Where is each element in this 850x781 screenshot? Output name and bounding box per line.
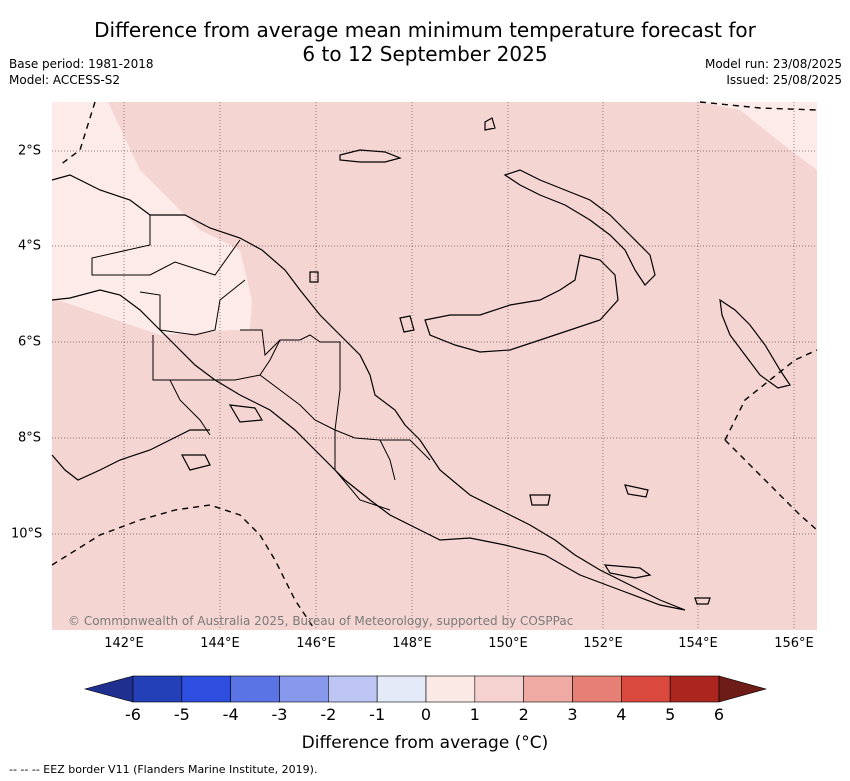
colorbar-tick-label: 2 (518, 705, 529, 724)
colorbar-tick-label: -1 (369, 705, 386, 724)
colorbar-segment (572, 675, 622, 703)
anomaly-shading-light-west (52, 102, 252, 335)
colorbar-segment (474, 675, 524, 703)
colorbar-tick-label: -4 (222, 705, 239, 724)
colorbar-tick-label: -5 (173, 705, 190, 724)
colorbar-segment (279, 675, 329, 703)
colorbar-tick-label: -3 (271, 705, 288, 724)
eez-borders (51, 101, 818, 631)
colorbar-extend-low (83, 675, 134, 703)
anomaly-shading-main (52, 102, 817, 630)
colorbar-segment (523, 675, 573, 703)
graticule (52, 102, 817, 630)
lat-label-6s: 6°S (18, 334, 42, 350)
lat-label-10s: 10°S (11, 526, 43, 542)
lon-label-152: 152°E (583, 636, 623, 651)
colorbar-tick-label: 4 (616, 705, 627, 724)
colorbar-tick-label: 3 (567, 705, 578, 724)
lon-label-156: 156°E (774, 636, 814, 651)
colorbar-tick-label: 1 (469, 705, 480, 724)
lat-label-2s: 2°S (18, 143, 42, 159)
colorbar-segment (621, 675, 671, 703)
lon-label-146: 146°E (296, 636, 336, 651)
colorbar-segments (83, 675, 768, 703)
colorbar-segment (669, 675, 720, 703)
colorbar-segment (230, 675, 280, 703)
map-title: Difference from average mean minimum tem… (0, 18, 850, 66)
issued-date: Issued: 25/08/2025 (726, 73, 842, 87)
lat-label-4s: 4°S (18, 238, 42, 254)
lon-label-154: 154°E (678, 636, 718, 651)
colorbar-segment (425, 675, 476, 703)
meta-right: Model run: 23/08/2025 Issued: 25/08/2025 (705, 56, 842, 88)
colorbar-segment (328, 675, 378, 703)
lat-label-8s: 8°S (18, 430, 42, 446)
colorbar-extend-high (718, 675, 768, 703)
colorbar-tick-label: -6 (125, 705, 141, 724)
colorbar-tick-label: 0 (420, 705, 432, 724)
colorbar-segment (376, 675, 427, 703)
lon-label-144: 144°E (200, 636, 240, 651)
colorbar-tick-label: -2 (320, 705, 337, 724)
colorbar-tick-label: 5 (665, 705, 676, 724)
eez-footnote: -- -- -- EEZ border V11 (Flanders Marine… (9, 763, 318, 776)
colorbar-tick-label: 6 (713, 705, 725, 724)
copyright-text: © Commonwealth of Australia 2025, Bureau… (68, 614, 574, 628)
model-name: Model: ACCESS-S2 (9, 73, 121, 87)
province-borders (91, 215, 431, 511)
colorbar-segment (132, 675, 183, 703)
anomaly-shading-light-northeast (700, 102, 817, 170)
lon-label-142: 142°E (104, 636, 144, 651)
meta-left: Base period: 1981-2018 Model: ACCESS-S2 (9, 56, 154, 88)
title-line-2: 6 to 12 September 2025 (302, 42, 548, 66)
model-run: Model run: 23/08/2025 (704, 57, 842, 71)
lon-label-150: 150°E (488, 636, 528, 651)
coastlines (51, 117, 791, 611)
colorbar-segment (181, 675, 231, 703)
base-period: Base period: 1981-2018 (9, 57, 154, 71)
lon-label-148: 148°E (392, 636, 432, 651)
colorbar-label: Difference from average (°C) (301, 733, 549, 753)
title-line-1: Difference from average mean minimum tem… (94, 18, 756, 42)
